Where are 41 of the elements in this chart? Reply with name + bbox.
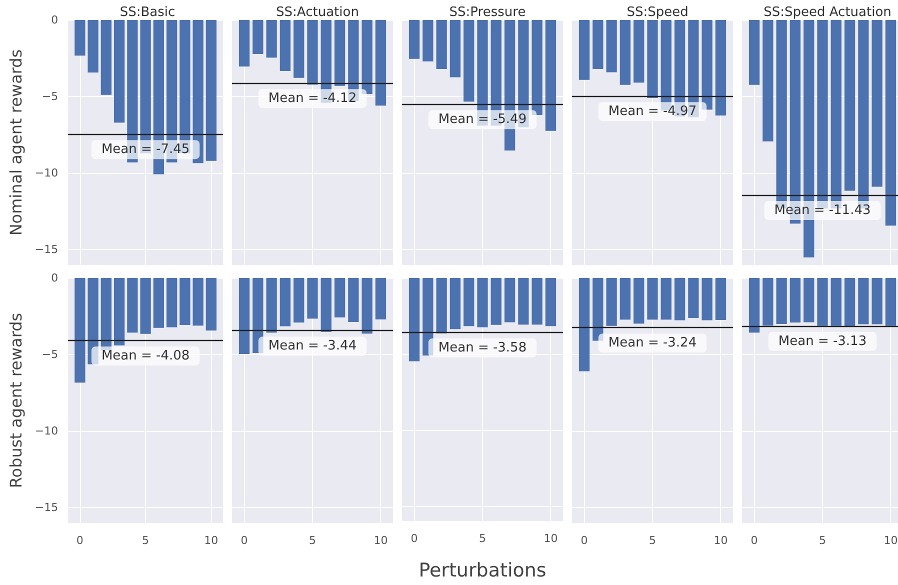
y-tick-label: 0 bbox=[51, 14, 58, 26]
x-tick-label: 10 bbox=[204, 534, 218, 547]
x-tick-label: 0 bbox=[76, 534, 84, 547]
x-tick-label: 5 bbox=[142, 534, 150, 547]
x-tick-label: 0 bbox=[410, 532, 418, 545]
y-tick-label: −5 bbox=[42, 348, 58, 362]
x-tick-label: 0 bbox=[580, 534, 588, 547]
ref-line-label: Mean = -3.13 bbox=[778, 334, 867, 349]
chart-title: SS:Speed Actuation bbox=[764, 5, 892, 20]
ref-line-label: Mean = -7.45 bbox=[101, 142, 190, 158]
ref-line-label: Mean = -3.58 bbox=[438, 340, 527, 356]
x-tick-label: 5 bbox=[309, 534, 316, 547]
x-tick-label: 5 bbox=[819, 534, 826, 547]
chart-title: SS:Actuation bbox=[276, 5, 359, 20]
x-axis-title: Perturbations bbox=[418, 560, 546, 582]
ref-line-label: Mean = -11.43 bbox=[774, 203, 871, 218]
ref-line-label: Mean = -4.97 bbox=[608, 104, 697, 120]
x-tick-label: 10 bbox=[884, 534, 898, 547]
ref-line-label: Mean = -5.49 bbox=[438, 112, 527, 128]
x-tick-label: 0 bbox=[240, 534, 248, 547]
x-tick-label: 5 bbox=[479, 532, 486, 545]
x-tick-label: 5 bbox=[649, 534, 656, 547]
y-tick-label: −15 bbox=[34, 501, 58, 514]
chart-title: SS:Basic bbox=[120, 5, 176, 20]
x-tick-label: 10 bbox=[374, 534, 388, 547]
ref-line-label: Mean = -4.08 bbox=[101, 348, 190, 364]
y-axis-title: Robust agent rewards bbox=[6, 312, 26, 488]
y-tick-label: 0 bbox=[51, 272, 58, 284]
ref-line-label: Mean = -3.44 bbox=[268, 338, 357, 354]
x-tick-label: 0 bbox=[750, 534, 758, 547]
x-tick-label: 10 bbox=[714, 534, 728, 547]
y-tick-label: −5 bbox=[42, 90, 58, 104]
y-tick-label: −15 bbox=[34, 243, 58, 256]
ref-line-label: Mean = -4.12 bbox=[268, 91, 357, 106]
y-tick-label: −10 bbox=[34, 424, 58, 438]
chart-title: SS:Pressure bbox=[449, 5, 526, 20]
ref-line-label: Mean = -3.24 bbox=[608, 336, 697, 351]
y-axis-title: Nominal agent rewards bbox=[6, 49, 26, 236]
x-tick-label: 10 bbox=[544, 532, 558, 545]
y-tick-label: −10 bbox=[34, 166, 58, 180]
chart-title: SS:Speed bbox=[626, 5, 688, 20]
